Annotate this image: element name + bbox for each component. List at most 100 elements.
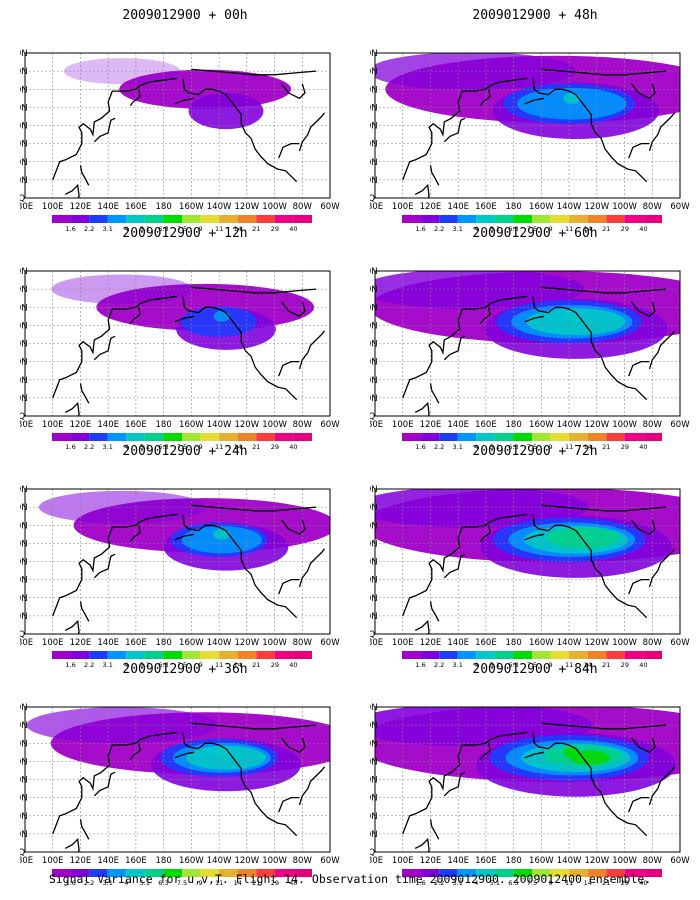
lon-tick-label: 100E bbox=[392, 202, 414, 212]
colorbar-label: 4 bbox=[474, 661, 478, 669]
lon-tick-label: 180 bbox=[156, 420, 172, 430]
colorbar-label: 3.1 bbox=[453, 661, 463, 669]
lat-tick-label: 60N bbox=[370, 303, 378, 313]
colorbar: 1.6 2.2 3.1 4 5.1 6.3 7.5 9 11 14 21 29 40 bbox=[52, 651, 312, 669]
graticule bbox=[25, 707, 330, 852]
colorbar-swatch bbox=[420, 651, 440, 659]
colorbar-label: 7.5 bbox=[177, 443, 187, 451]
colorbar-label: 5.1 bbox=[490, 443, 500, 451]
colorbar-label: 21 bbox=[252, 225, 260, 233]
lat-tick-label: 20N bbox=[370, 376, 378, 386]
panel-title: 2009012900 + 60h bbox=[472, 226, 598, 241]
colorbar-label: 2.2 bbox=[434, 661, 444, 669]
colorbar-swatch bbox=[256, 215, 275, 223]
lon-tick-label: 120W bbox=[234, 420, 259, 430]
colorbar-label: 21 bbox=[602, 443, 610, 451]
colorbar-label: 3.1 bbox=[103, 443, 113, 451]
lon-tick-label: 100W bbox=[612, 856, 637, 866]
colorbar-label: 6.3 bbox=[158, 879, 168, 887]
coastlines bbox=[402, 504, 676, 634]
colorbar-swatch bbox=[163, 215, 182, 223]
colorbar-swatch bbox=[144, 869, 164, 877]
variance-map: EQ 10N 20N 30N 40N 50N 60N 70N 80N 80E 100E 120E 140… bbox=[370, 267, 690, 451]
colorbar-swatch bbox=[163, 433, 182, 441]
coastlines bbox=[52, 286, 326, 416]
lon-tick-label: 160W bbox=[179, 420, 204, 430]
lon-tick-label: 80W bbox=[643, 202, 663, 212]
colorbar-label: 40 bbox=[289, 225, 297, 233]
colorbar: 1.6 2.2 3.1 4 5.1 6.3 7.5 9 11 14 21 29 40 bbox=[52, 869, 312, 887]
colorbar-label: 1.6 bbox=[65, 225, 75, 233]
colorbar-swatch bbox=[532, 651, 551, 659]
lat-tick-label: 30N bbox=[370, 358, 378, 368]
lon-tick-label: 160W bbox=[529, 202, 554, 212]
colorbar-swatch bbox=[494, 433, 514, 441]
forecast-panel-36h: 2009012900 + 36h EQ 10N 20N 30N 40N 50N 60N 70N 8… bbox=[20, 662, 350, 887]
lon-tick-label: 160E bbox=[475, 856, 497, 866]
colorbar-label: 6.3 bbox=[508, 443, 518, 451]
colorbar-label: 11 bbox=[215, 661, 223, 669]
colorbar-swatch bbox=[182, 869, 201, 877]
lat-tick-label: 10N bbox=[20, 612, 28, 622]
colorbar-swatch bbox=[532, 433, 551, 441]
colorbar-swatch bbox=[587, 651, 607, 659]
colorbar-label: 7.5 bbox=[177, 879, 187, 887]
colorbar-swatch bbox=[420, 869, 440, 877]
colorbar-swatch bbox=[643, 215, 662, 223]
colorbar-swatch bbox=[52, 215, 71, 223]
colorbar-swatch bbox=[126, 869, 145, 877]
colorbar-label: 14 bbox=[234, 225, 242, 233]
colorbar-swatch bbox=[126, 433, 145, 441]
lat-tick-label: 80N bbox=[20, 267, 28, 277]
lon-tick-label: 100W bbox=[612, 420, 637, 430]
colorbar-swatch bbox=[126, 651, 145, 659]
lat-tick-label: 40N bbox=[20, 340, 28, 350]
lon-tick-label: 140W bbox=[207, 638, 232, 648]
lon-tick-label: 140E bbox=[447, 202, 469, 212]
graticule bbox=[375, 707, 680, 852]
colorbar-swatch bbox=[144, 215, 164, 223]
colorbar-label: 1.6 bbox=[415, 443, 425, 451]
graticule bbox=[25, 489, 330, 634]
panel-title: 2009012900 + 24h bbox=[122, 444, 248, 459]
colorbar-swatch bbox=[513, 869, 532, 877]
lat-tick-label: 40N bbox=[20, 558, 28, 568]
forecast-panel-00h: 2009012900 + 00h EQ 10N 20N 30N 40N 50N 60N 70N 8… bbox=[20, 8, 350, 233]
colorbar-label: 5.1 bbox=[140, 879, 150, 887]
lon-tick-label: 60W bbox=[320, 420, 340, 430]
colorbar-swatch bbox=[293, 869, 312, 877]
panel-title: 2009012900 + 72h bbox=[472, 444, 598, 459]
colorbar-label: 21 bbox=[252, 879, 260, 887]
lon-tick-label: 140W bbox=[557, 638, 582, 648]
lon-tick-label: 160W bbox=[529, 638, 554, 648]
lon-tick-label: 160E bbox=[125, 638, 147, 648]
lon-tick-label: 60W bbox=[670, 856, 690, 866]
graticule bbox=[375, 53, 680, 198]
lat-tick-label: EQ bbox=[20, 630, 25, 640]
colorbar-label: 9 bbox=[199, 443, 203, 451]
colorbar-label: 3.1 bbox=[103, 225, 113, 233]
colorbar-label: 3.1 bbox=[453, 225, 463, 233]
colorbar: 1.6 2.2 3.1 4 5.1 6.3 7.5 9 11 14 21 29 40 bbox=[52, 215, 312, 233]
lon-tick-label: 120E bbox=[70, 420, 92, 430]
lat-tick-label: 50N bbox=[370, 539, 378, 549]
lon-tick-label: 120E bbox=[420, 856, 442, 866]
lat-tick-label: 10N bbox=[370, 176, 378, 186]
colorbar-swatch bbox=[587, 433, 607, 441]
lon-tick-label: 80E bbox=[370, 856, 383, 866]
colorbar: 1.6 2.2 3.1 4 5.1 6.3 7.5 9 11 14 21 29 40 bbox=[52, 433, 312, 451]
colorbar-swatch bbox=[476, 215, 495, 223]
colorbar-label: 40 bbox=[289, 661, 297, 669]
variance-shading bbox=[375, 53, 680, 140]
lon-tick-label: 120W bbox=[234, 202, 259, 212]
variance-map: EQ 10N 20N 30N 40N 50N 60N 70N 80N 80E 100E 120E 140… bbox=[370, 49, 690, 233]
lat-tick-label: 50N bbox=[370, 321, 378, 331]
lat-tick-label: 20N bbox=[370, 594, 378, 604]
lon-tick-label: 180 bbox=[506, 202, 522, 212]
lon-tick-label: 160E bbox=[475, 420, 497, 430]
colorbar-swatch bbox=[587, 869, 607, 877]
lon-tick-label: 180 bbox=[506, 856, 522, 866]
lat-tick-label: 70N bbox=[20, 503, 28, 513]
lat-tick-label: 30N bbox=[20, 794, 28, 804]
colorbar-swatch bbox=[200, 869, 220, 877]
